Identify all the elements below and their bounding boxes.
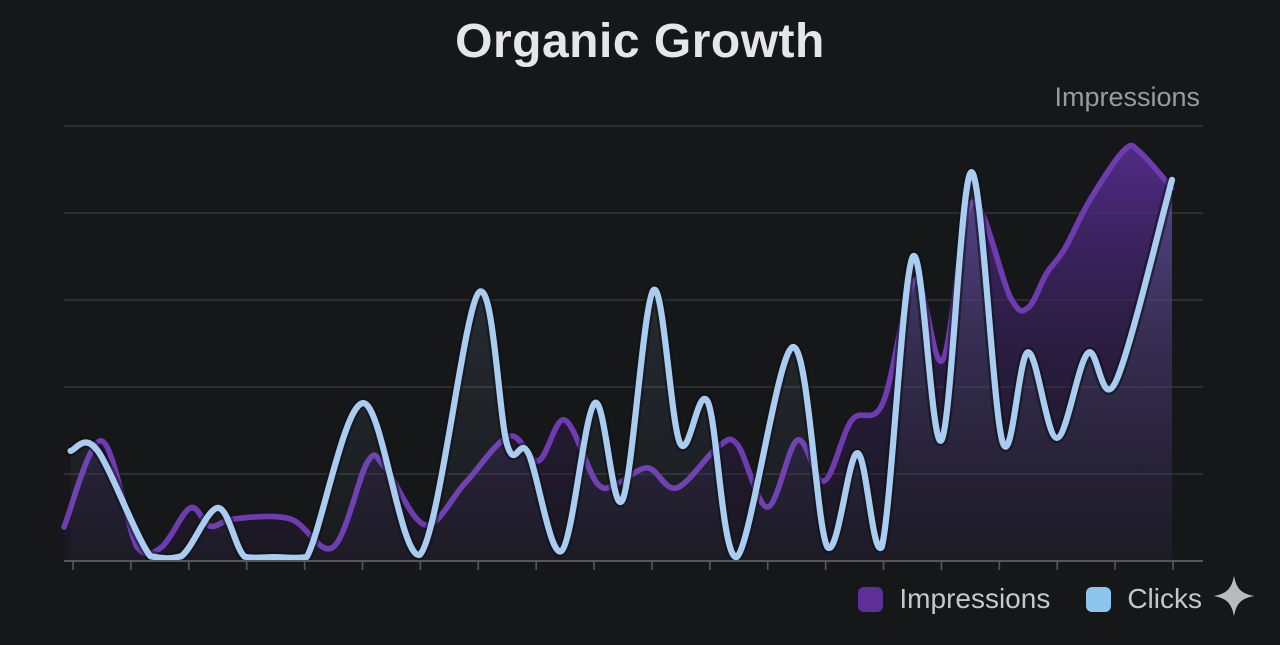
- chart-legend: Impressions Clicks: [858, 583, 1202, 615]
- clicks-swatch: [1086, 586, 1112, 612]
- sparkle-button[interactable]: [1210, 570, 1258, 622]
- impressions-swatch: [858, 586, 884, 612]
- legend-item-clicks[interactable]: Clicks: [1086, 583, 1202, 615]
- clicks-line: [67, 168, 1176, 562]
- impressions-legend-label: Impressions: [899, 583, 1051, 614]
- axis-series-label: Impressions: [1054, 82, 1200, 112]
- clicks-legend-label: Clicks: [1127, 583, 1202, 614]
- chart-canvas: [61, 125, 1203, 570]
- chart-title: Organic Growth: [455, 15, 825, 68]
- growth-chart: [0, 110, 1280, 580]
- sparkle-icon: [1213, 575, 1255, 617]
- legend-item-impressions[interactable]: Impressions: [858, 583, 1050, 615]
